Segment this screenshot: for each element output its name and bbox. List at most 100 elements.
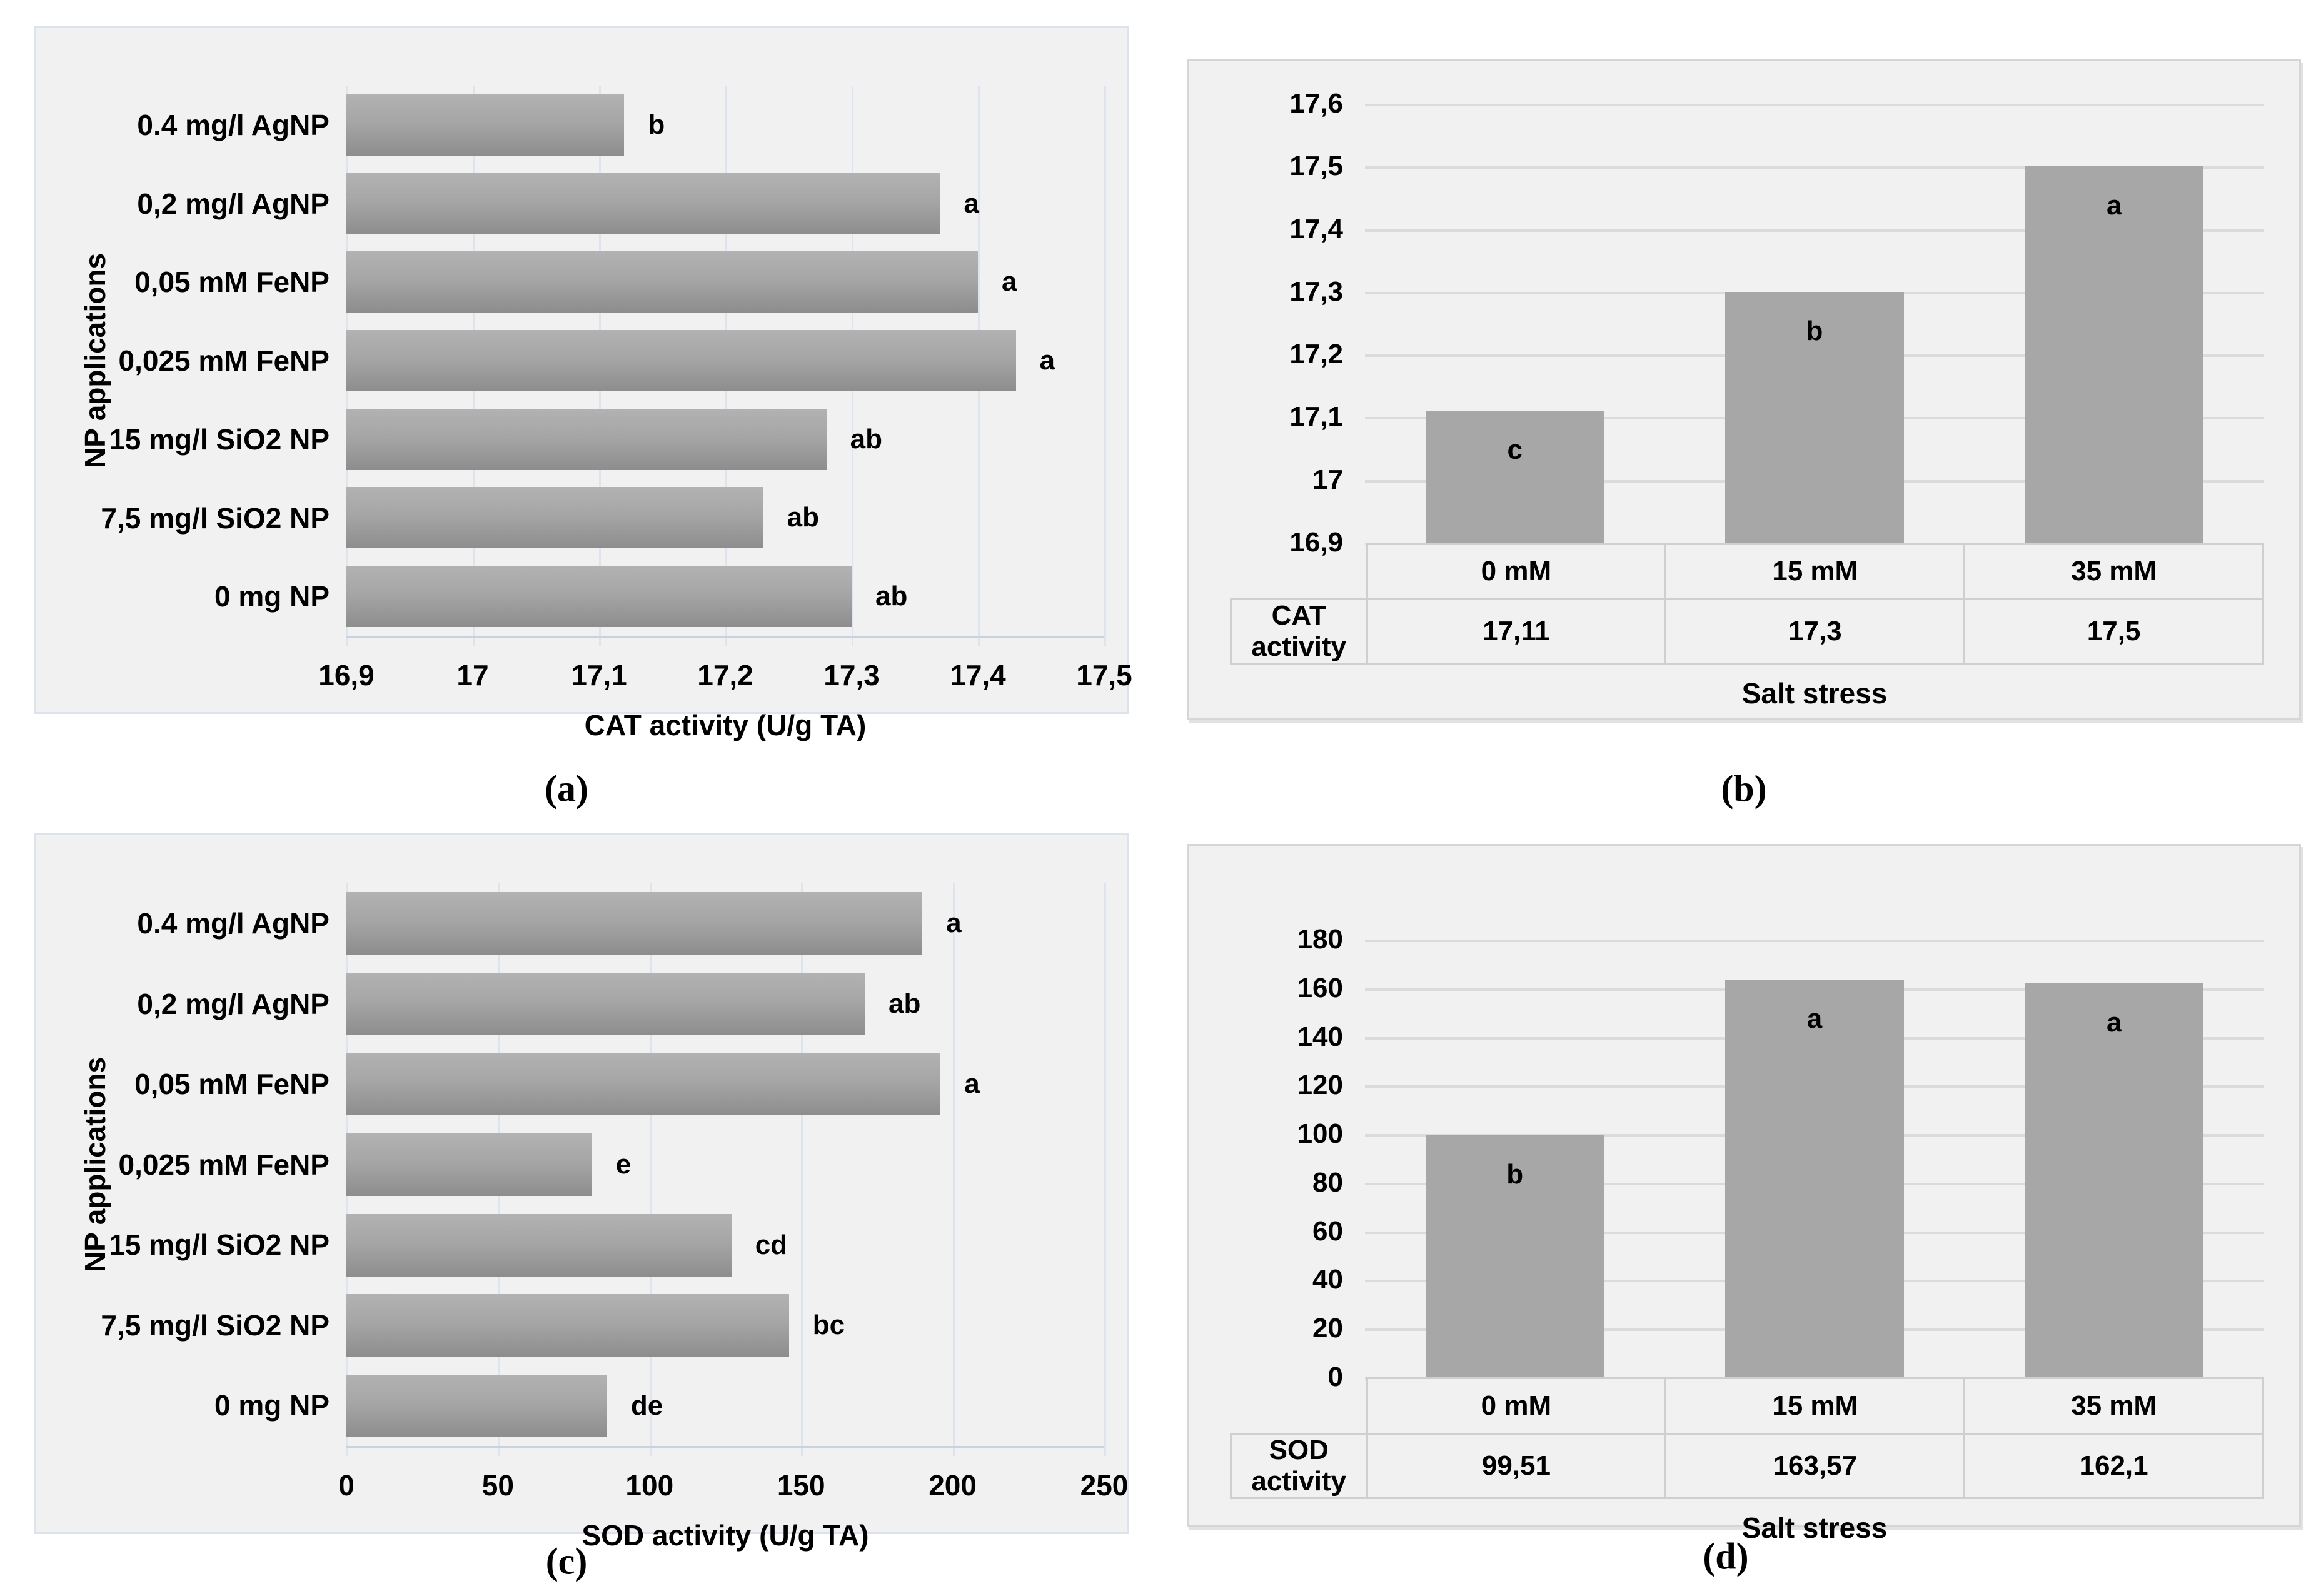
y-tick-label: 17,5 (1289, 151, 1343, 182)
significance-letter: a (964, 1068, 980, 1099)
bar (346, 173, 940, 234)
y-tick-label: 160 (1297, 972, 1343, 1003)
significance-letter: cd (755, 1230, 788, 1260)
category-label: 0,05 mM FeNP (134, 1068, 330, 1100)
bar (346, 94, 625, 156)
table-category-header: 0 mM (1366, 543, 1667, 600)
bar (1425, 411, 1604, 543)
x-tick-label: 0 (338, 1469, 355, 1502)
category-label: 15 mg/l SiO2 NP (109, 1228, 330, 1261)
y-tick-label: 100 (1297, 1118, 1343, 1150)
gridline (1365, 940, 2264, 942)
category-label: 0,2 mg/l AgNP (137, 188, 330, 220)
category-label: 0,05 mM FeNP (134, 266, 330, 298)
panel-chart-sod-np: a ab a e cd bc de 0.4 mg/l AgNP 0,2 mg/l AgNP 0,0… (34, 833, 1129, 1552)
table-category-header: 15 mM (1664, 543, 1966, 600)
y-tick-label: 17,3 (1289, 276, 1343, 307)
x-tick-label: 17,2 (697, 659, 753, 691)
category-label: 0.4 mg/l AgNP (137, 907, 330, 940)
chart-data-table: 0 mM 15 mM 35 mM CAT activity 17,11 17,3 17,5 (1230, 543, 2264, 665)
significance-letter: a (1039, 345, 1055, 376)
gridline (952, 883, 955, 1456)
x-tick-label: 17 (456, 659, 489, 691)
y-tick-label: 120 (1297, 1070, 1343, 1101)
gridline (1365, 166, 2264, 169)
bar (346, 1053, 941, 1115)
bar (346, 973, 865, 1035)
y-tick-label: 17,2 (1289, 339, 1343, 370)
table-category-header: 15 mM (1664, 1377, 1966, 1435)
x-tick-label: 200 (929, 1469, 977, 1502)
bar (346, 1214, 732, 1277)
significance-letter: a (2107, 1006, 2122, 1038)
significance-letter: c (1507, 434, 1523, 466)
significance-letter: b (1506, 1159, 1524, 1190)
x-axis-line (346, 1446, 1104, 1448)
table-corner-cell (1231, 544, 1367, 600)
table-value-cell: 17,11 (1366, 598, 1667, 665)
table-series-label: CAT activity (1230, 598, 1368, 665)
bar (346, 566, 852, 627)
table-value-cell: 163,57 (1664, 1433, 1966, 1499)
bar (1425, 1135, 1604, 1377)
caption-a: (a) (545, 768, 588, 810)
category-label: 0 mg NP (214, 1389, 330, 1422)
y-tick-label: 180 (1297, 924, 1343, 955)
bar (346, 892, 923, 955)
significance-letter: ab (787, 502, 819, 533)
significance-letter: ab (875, 581, 908, 611)
table-category-header: 35 mM (1963, 1377, 2264, 1435)
x-axis-line (346, 636, 1104, 638)
bar (2025, 166, 2204, 543)
gridline (1365, 229, 2264, 232)
x-tick-label: 100 (625, 1469, 674, 1502)
significance-letter: bc (812, 1310, 845, 1340)
gridline (801, 883, 803, 1456)
panel-chart-cat-np: b a a a ab ab ab 0.4 mg/l AgNP 0,2 mg/l AgNP 0,05… (34, 26, 1132, 741)
bar (346, 251, 978, 313)
x-tick-label: 50 (481, 1469, 514, 1502)
category-label: 0 mg NP (214, 580, 330, 613)
significance-letter: a (2107, 190, 2122, 221)
bar (346, 409, 827, 470)
category-label: 0,025 mM FeNP (118, 344, 330, 377)
significance-letter: a (946, 908, 962, 938)
plot-area: b a a (1365, 940, 2264, 1380)
bar (1725, 291, 1904, 543)
caption-b: (b) (1721, 768, 1767, 810)
table-corner-cell (1231, 1378, 1367, 1434)
y-tick-label: 17 (1312, 464, 1343, 495)
table-category-header: 35 mM (1963, 543, 2264, 600)
significance-letter: de (630, 1390, 663, 1421)
y-axis-title: NP applications (79, 1056, 111, 1273)
bar (346, 1133, 592, 1196)
significance-letter: a (1806, 1003, 1823, 1034)
significance-letter: a (1002, 266, 1017, 297)
x-axis-title: Salt stress (1741, 1512, 1888, 1544)
x-tick-label: 250 (1080, 1469, 1129, 1502)
y-tick-label: 16,9 (1289, 527, 1343, 558)
gridline (1104, 883, 1106, 1456)
category-label: 0,025 mM FeNP (118, 1148, 330, 1181)
category-label: 7,5 mg/l SiO2 NP (101, 502, 330, 535)
significance-letter: b (1806, 315, 1823, 346)
y-tick-label: 140 (1297, 1021, 1343, 1052)
significance-letter: ab (850, 424, 882, 454)
y-tick-label: 40 (1312, 1264, 1343, 1295)
bar (2025, 983, 2204, 1377)
plot-area: c b a (1365, 104, 2264, 545)
table-value-cell: 162,1 (1963, 1433, 2264, 1499)
y-tick-label: 17,4 (1289, 213, 1343, 244)
gridline (1365, 104, 2264, 106)
x-tick-label: 17,5 (1076, 659, 1132, 691)
chart-data-table: 0 mM 15 mM 35 mM SOD activity 99,51 163,57 162… (1230, 1377, 2264, 1499)
gridline (649, 883, 652, 1456)
bar (346, 1294, 789, 1357)
caption-c: (c) (545, 1540, 588, 1582)
panel-chart-sod-salt: b a a 180 160 140 120 100 80 60 40 20 0 0 mM 15 mM 35 m… (1187, 844, 2301, 1544)
category-label: 0,2 mg/l AgNP (137, 988, 330, 1020)
category-label: 15 mg/l SiO2 NP (109, 423, 330, 456)
y-tick-label: 20 (1312, 1313, 1343, 1344)
significance-letter: ab (889, 988, 921, 1019)
